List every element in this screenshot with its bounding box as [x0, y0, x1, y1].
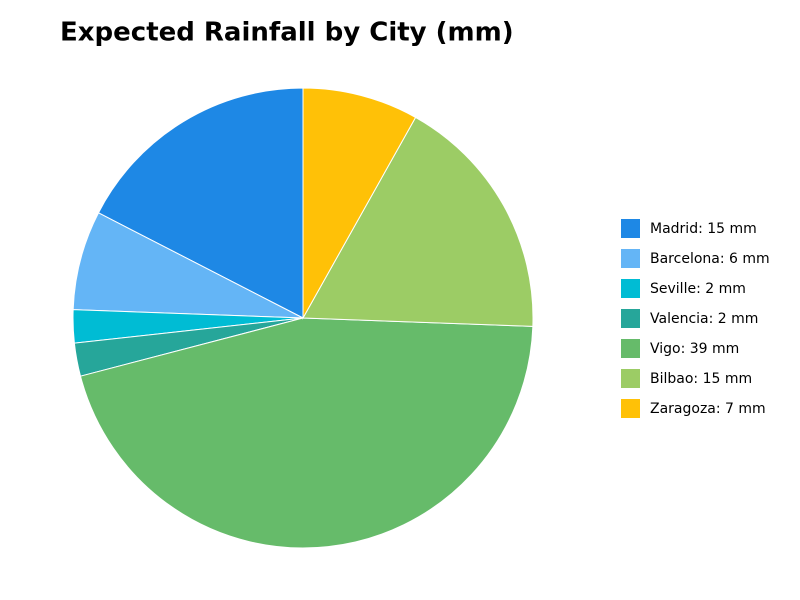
- legend-label: Zaragoza: 7 mm: [650, 401, 766, 417]
- chart-title: Expected Rainfall by City (mm): [60, 18, 514, 48]
- legend-label: Seville: 2 mm: [650, 281, 746, 297]
- legend-label: Bilbao: 15 mm: [650, 371, 752, 387]
- legend-swatch: [621, 249, 640, 268]
- legend-swatch: [621, 309, 640, 328]
- pie-slice: [302, 116, 534, 327]
- legend-swatch: [621, 399, 640, 418]
- legend-label: Barcelona: 6 mm: [650, 251, 770, 267]
- pie-slice: [97, 87, 304, 319]
- legend-label: Valencia: 2 mm: [650, 311, 758, 327]
- legend-swatch: [621, 279, 640, 298]
- legend-label: Vigo: 39 mm: [650, 341, 739, 357]
- pie-slice: [302, 87, 417, 320]
- legend-swatch: [621, 339, 640, 358]
- legend-swatch: [621, 369, 640, 388]
- pie-slice: [79, 317, 534, 549]
- legend-swatch: [621, 219, 640, 238]
- legend-label: Madrid: 15 mm: [650, 221, 757, 237]
